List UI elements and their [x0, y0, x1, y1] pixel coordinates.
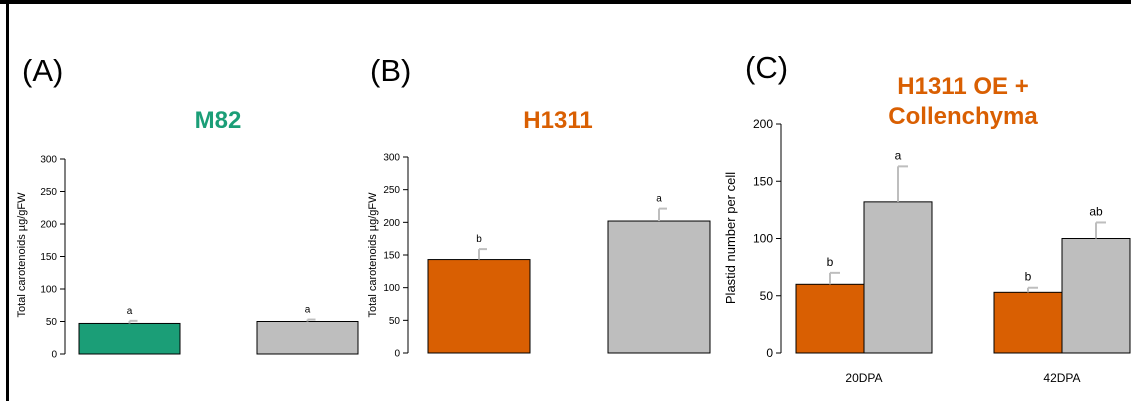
panel-a-title: M82	[195, 107, 242, 134]
bar	[795, 283, 865, 354]
y-tick-label: 150	[383, 251, 400, 262]
panel-a-label: (A)	[22, 53, 63, 88]
bar	[427, 259, 531, 354]
panel-a-ylabel: Total carotenoids µg/gFW	[16, 192, 28, 318]
panel-a-y-axis: 0 50 100 150 200 250 300	[40, 155, 66, 361]
y-tick-label: 250	[40, 187, 57, 198]
bar	[1061, 238, 1131, 354]
y-tick-label: 100	[383, 283, 400, 294]
y-tick-label: 250	[383, 185, 400, 196]
bar	[607, 220, 711, 354]
y-tick-label: 300	[383, 153, 400, 164]
panel-c-title-line-1: H1311 OE +	[897, 73, 1028, 100]
panel-c-label: (C)	[745, 50, 788, 85]
significance-letter: a	[895, 148, 902, 162]
frame-top	[0, 0, 1131, 4]
bar	[863, 201, 933, 354]
panel-b-title: H1311	[523, 107, 592, 134]
significance-letter: b	[827, 255, 834, 269]
y-tick-label: 0	[51, 350, 57, 361]
significance-letter: a	[305, 305, 311, 316]
bar	[78, 322, 181, 355]
panel-b-bars: ba	[427, 194, 711, 354]
bar	[256, 321, 359, 355]
panel-c-title-line-2: Collenchyma	[888, 103, 1038, 130]
panel-b-ylabel: Total carotenoids µg/gFW	[367, 192, 379, 318]
significance-letter: ab	[1089, 204, 1103, 218]
frame-left	[6, 0, 9, 401]
panel-b-y-axis: 0 50 100 150 200 250 300	[383, 153, 409, 360]
y-tick-label: 150	[753, 174, 773, 188]
y-tick-label: 50	[46, 317, 58, 328]
panel-c-y-axis: 0 50 100 150 200	[753, 117, 782, 360]
panel-c-ylabel: Plastid number per cell	[723, 172, 738, 304]
x-tick-label: 20DPA	[845, 371, 882, 385]
significance-letter: b	[476, 234, 482, 245]
y-tick-label: 0	[394, 349, 400, 360]
y-tick-label: 0	[766, 346, 773, 360]
y-tick-label: 200	[40, 220, 57, 231]
panel-c-bars: b a 20DPA b ab 42DPA	[795, 148, 1131, 385]
significance-letter: a	[656, 194, 662, 205]
panel-b: (B) H1311 Total carotenoids µg/gFW 0 50 10…	[367, 53, 711, 360]
bar	[993, 291, 1063, 354]
y-tick-label: 100	[753, 232, 773, 246]
y-tick-label: 100	[40, 285, 57, 296]
panel-c: (C) H1311 OE + Collenchyma Plastid numbe…	[723, 50, 1131, 385]
y-tick-label: 50	[389, 316, 401, 327]
significance-letter: a	[127, 306, 133, 317]
y-tick-label: 200	[753, 117, 773, 131]
y-tick-label: 300	[40, 155, 57, 166]
panel-b-label: (B)	[370, 53, 411, 88]
y-tick-label: 200	[383, 218, 400, 229]
panel-a: (A) M82 Total carotenoids µg/gFW 0 50 100 1…	[16, 53, 359, 361]
y-tick-label: 50	[760, 289, 774, 303]
significance-letter: b	[1025, 270, 1032, 284]
x-tick-label: 42DPA	[1043, 371, 1080, 385]
y-tick-label: 150	[40, 252, 57, 263]
